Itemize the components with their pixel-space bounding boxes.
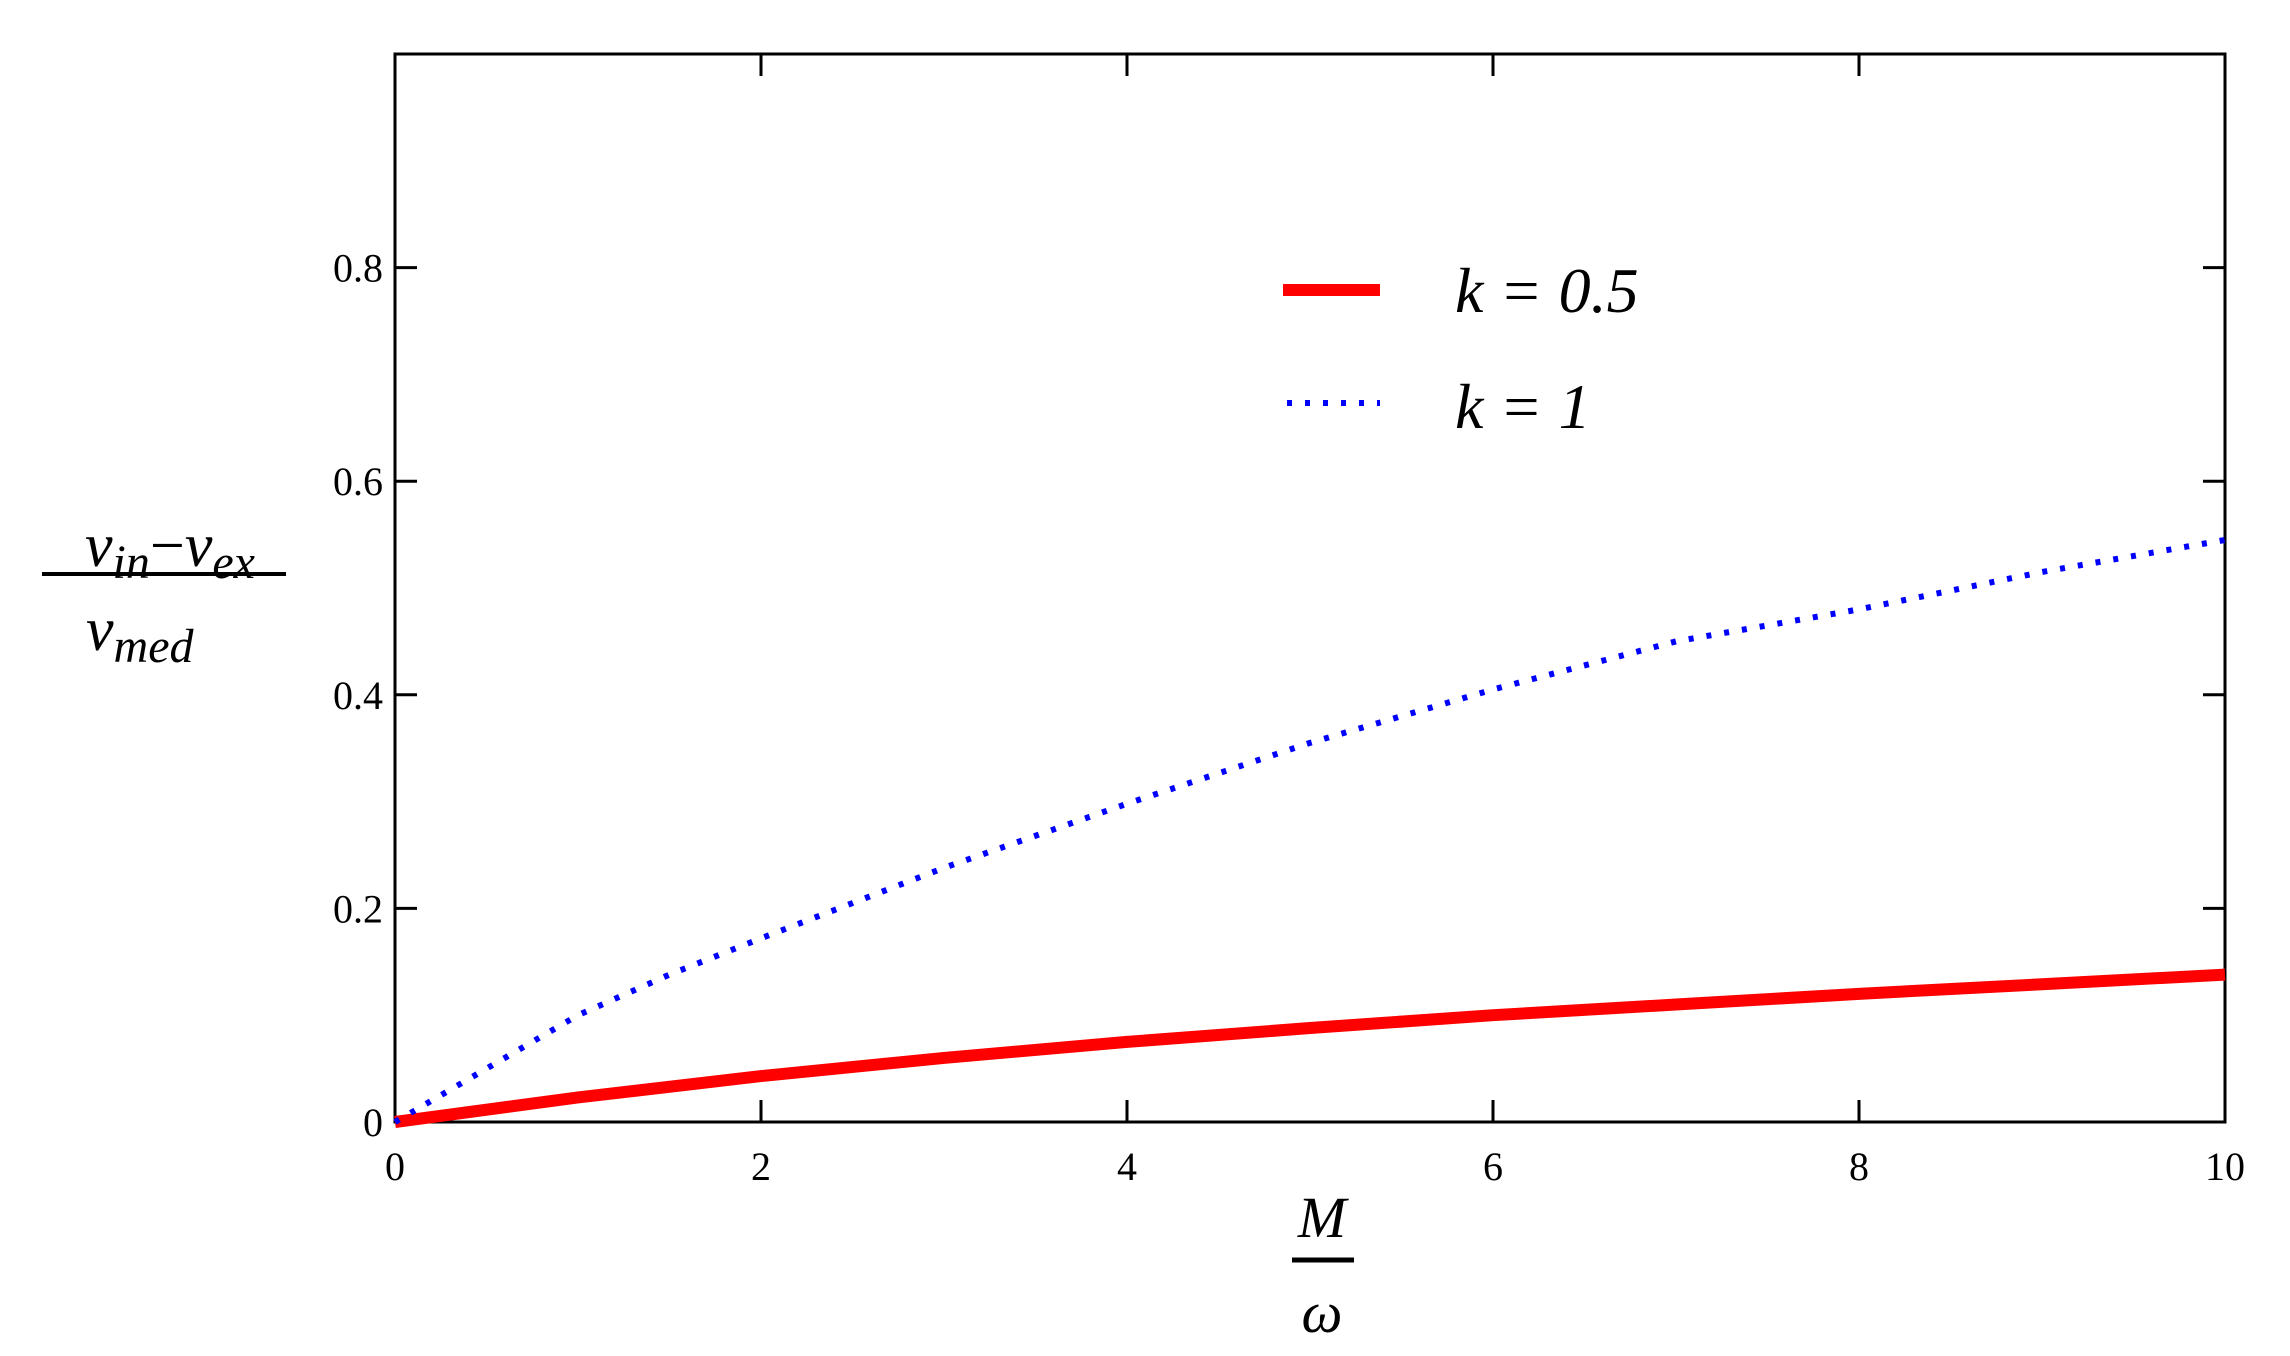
y-label-denominator-sub: med: [114, 620, 195, 673]
series-line-k-0-5: [394, 968, 2226, 1128]
tick-labels: 0 2 4 6 8 10 0 0.2 0.4 0.6 0.8: [333, 246, 2245, 1189]
plot-area: [393, 52, 2227, 1124]
y-tick-label: 0: [363, 1100, 383, 1145]
y-label-numerator-b: v: [185, 512, 213, 580]
y-axis-label: vin−vex vmed: [42, 512, 286, 673]
x-tick-label: 8: [1849, 1144, 1869, 1189]
y-label-denominator: v: [86, 596, 114, 664]
x-tick-label: 2: [751, 1144, 771, 1189]
y-tick-label: 0.6: [333, 459, 383, 504]
y-tick-label: 0.8: [333, 246, 383, 291]
y-label-numerator-b-sub: ex: [212, 536, 255, 589]
y-tick-label: 0.2: [333, 886, 383, 931]
legend-label-k-0-5: k = 0.5: [1455, 255, 1639, 326]
x-tick-label: 0: [385, 1144, 405, 1189]
y-tick-label: 0.4: [333, 673, 383, 718]
y-label-numerator-a: v: [85, 512, 113, 580]
svg-text:vin−vex: vin−vex: [85, 512, 255, 589]
series-layer: [393, 536, 2226, 1128]
x-label-denominator: ω: [1302, 1280, 1343, 1345]
svg-text:vmed: vmed: [86, 596, 195, 673]
x-tick-label: 4: [1117, 1144, 1137, 1189]
x-tick-label: 10: [2205, 1144, 2245, 1189]
legend: k = 0.5 k = 1: [1283, 255, 1639, 442]
y-label-minus: −: [150, 512, 185, 580]
y-label-numerator-a-sub: in: [113, 536, 150, 589]
x-label-numerator: M: [1297, 1185, 1349, 1250]
x-tick-label: 6: [1483, 1144, 1503, 1189]
x-axis-label: M ω: [1292, 1185, 1354, 1345]
legend-label-k-1: k = 1: [1455, 371, 1591, 442]
